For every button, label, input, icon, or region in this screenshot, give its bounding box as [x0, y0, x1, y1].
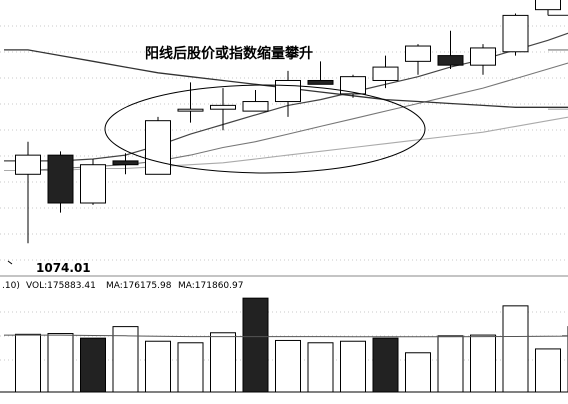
volume-bar [276, 340, 301, 392]
candle-body [276, 80, 301, 101]
candle [211, 88, 236, 130]
candle-body [438, 56, 463, 66]
volume-legend: .10) VOL:175883.41 MA:176175.98 MA:17186… [2, 281, 243, 291]
annotation-text: 阳线后股价或指数缩量攀升 [145, 45, 313, 62]
candle [308, 61, 333, 84]
candle [406, 44, 431, 75]
volume-ma2-label: MA:171860.97 [178, 281, 243, 291]
volume-bar [341, 341, 366, 392]
volume-bar [211, 333, 236, 392]
volume-bar [243, 298, 268, 392]
volume-bar [146, 341, 171, 392]
candle-body [81, 165, 106, 203]
candlestick-series [16, 0, 568, 243]
volume-bar [308, 343, 333, 392]
volume-bars [16, 298, 568, 392]
candle-body [243, 102, 268, 112]
volume-bar [503, 306, 528, 392]
candle-body [146, 121, 171, 175]
volume-ma1-label: MA:176175.98 [106, 281, 172, 291]
volume-bar [438, 336, 463, 392]
candle [48, 151, 73, 212]
volume-bar [48, 334, 73, 392]
candle-body [113, 161, 138, 165]
volume-bar [471, 335, 496, 392]
volume-value-label: VOL:175883.41 [26, 281, 96, 291]
candle-body [16, 155, 41, 174]
volume-bar [113, 327, 138, 392]
candle-body [178, 109, 203, 111]
volume-bar [16, 334, 41, 392]
volume-bar [536, 349, 561, 392]
candle-body [211, 105, 236, 109]
candle [81, 159, 106, 205]
low-price-label: 1074.01 [36, 261, 91, 275]
candle [243, 90, 268, 111]
candle-body [373, 67, 398, 80]
candle-body [503, 15, 528, 51]
volume-bar [373, 338, 398, 392]
low-marker-tick [8, 261, 12, 264]
candle-body [308, 80, 333, 84]
candle-body [406, 46, 431, 61]
candle [16, 142, 41, 243]
candle [503, 13, 528, 55]
candle [438, 31, 463, 69]
low-price-marker: 1074.01 [8, 261, 91, 275]
candle-body [341, 77, 366, 94]
candle [146, 117, 171, 174]
candle [536, 0, 561, 15]
candle-body [471, 48, 496, 65]
candle [373, 56, 398, 89]
volume-bar [406, 353, 431, 392]
moving-average-line [4, 109, 568, 170]
volume-bar [178, 343, 203, 392]
candle [471, 44, 496, 75]
candle-body [48, 155, 73, 203]
volume-period-label: .10) [2, 281, 20, 291]
candle-body [536, 0, 561, 10]
volume-bar [81, 338, 106, 392]
